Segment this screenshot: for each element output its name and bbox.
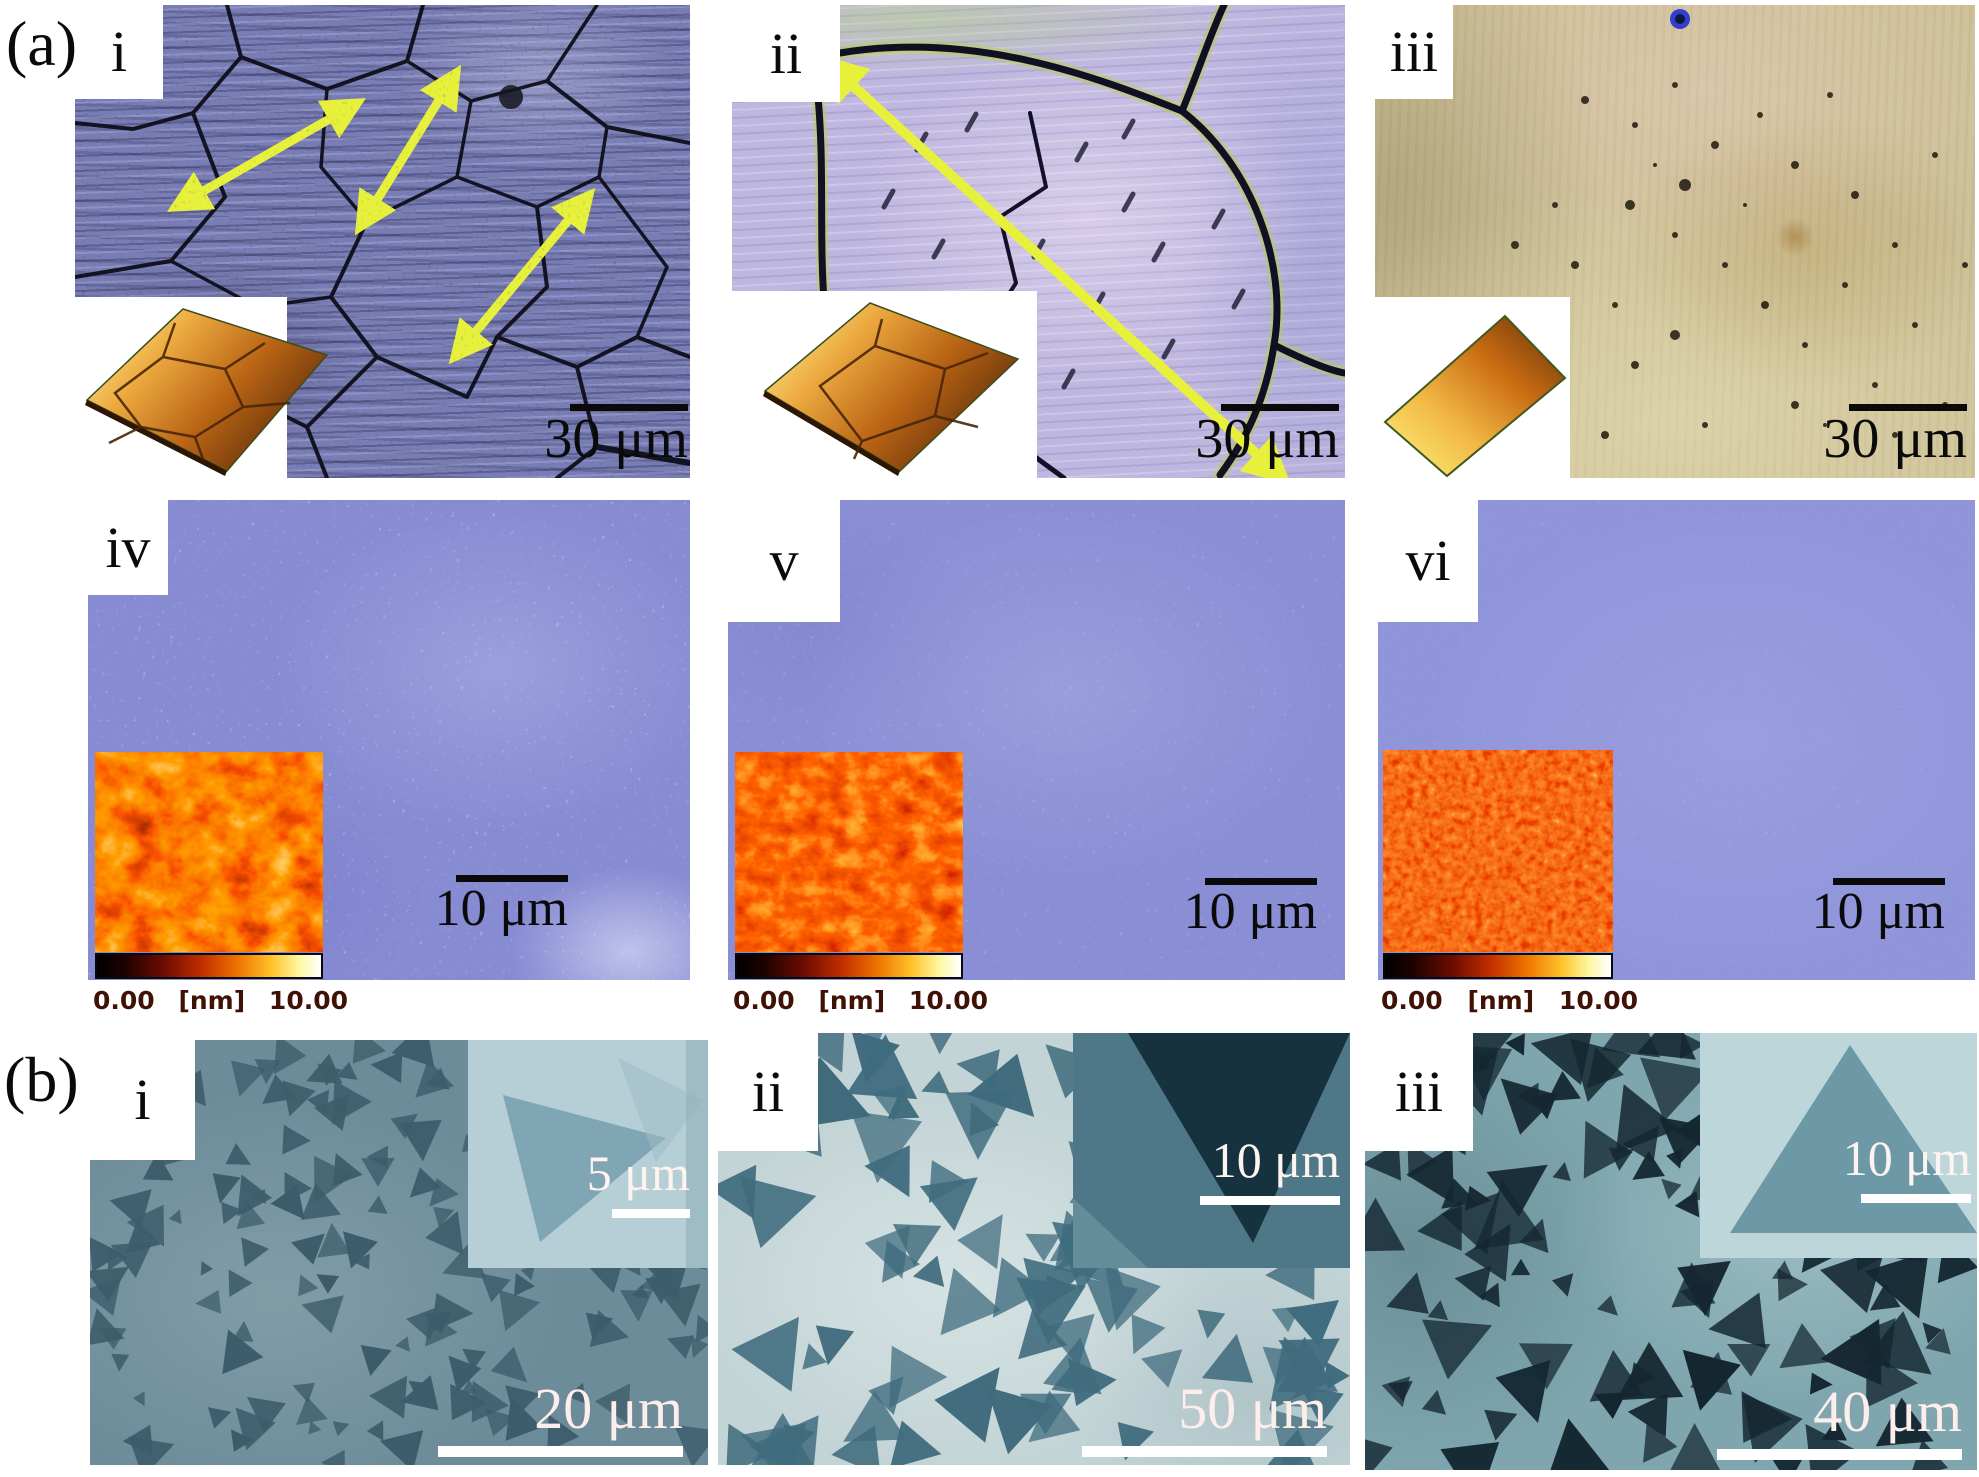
- grain-size-arrow: [818, 54, 1292, 478]
- afm-3d-inset: [1383, 314, 1567, 478]
- colorbar-min-label: 0.00: [93, 986, 155, 1015]
- scale-bar-line: [1717, 1449, 1962, 1460]
- scale-bar: 30 μm: [1195, 403, 1339, 470]
- panel-a-v: 10 μm v 0.00 [nm] 10.00: [728, 500, 1345, 1045]
- subpanel-label: iv: [105, 514, 151, 580]
- subpanel-label: ii: [751, 1059, 785, 1124]
- label-box: iii: [1365, 1033, 1473, 1151]
- afm-colorbar-labels: 0.00 [nm] 10.00: [93, 986, 348, 1015]
- scale-bar-label: 50 μm: [1178, 1375, 1327, 1441]
- scale-bar-line: [1205, 877, 1317, 885]
- sem-zoom-inset: 5 μm: [468, 1040, 708, 1268]
- panel-a-i: 30 μm i: [75, 5, 690, 478]
- scale-bar-label: 10 μm: [434, 879, 568, 937]
- subpanel-label: iii: [1394, 1059, 1444, 1124]
- colorbar-max-label: 10.00: [268, 986, 348, 1015]
- scale-bar-label: 10 μm: [1842, 1130, 1971, 1186]
- panel-a-vi: 10 μm vi 0.00 [nm] 10.00: [1378, 500, 1975, 1045]
- scale-bar: 40 μm: [1717, 1382, 1962, 1460]
- inset-scale-bar: 10 μm: [1200, 1135, 1340, 1205]
- colorbar-min-label: 0.00: [733, 986, 795, 1015]
- scale-bar-label: 40 μm: [1813, 1378, 1962, 1444]
- scale-bar: 10 μm: [1811, 877, 1945, 940]
- scale-bar-label: 5 μm: [586, 1145, 690, 1201]
- afm-colorbar: [95, 953, 323, 979]
- scale-bar: 10 μm: [434, 874, 568, 937]
- colorbar-unit-label: [nm]: [818, 986, 886, 1015]
- colorbar-unit-label: [nm]: [178, 986, 246, 1015]
- inset-triangle: [1073, 1033, 1350, 1268]
- afm-3d-inset: [763, 302, 1020, 476]
- scale-bar-label: 30 μm: [544, 407, 688, 470]
- subpanel-label: iii: [1389, 19, 1439, 84]
- subpanel-label: v: [769, 528, 799, 593]
- scale-bar-label: 30 μm: [1823, 407, 1967, 470]
- scale-bar: 50 μm: [1082, 1379, 1327, 1457]
- label-box: v: [728, 500, 840, 622]
- panel-a-iii: 30 μm iii: [1375, 5, 1975, 478]
- subpanel-label: ii: [769, 20, 803, 86]
- scale-bar-label: 20 μm: [534, 1375, 683, 1441]
- scale-bar-line: [1861, 1194, 1971, 1203]
- subpanel-label: i: [110, 19, 128, 84]
- scale-bar-line: [456, 874, 568, 882]
- afm-roughness-inset: [735, 752, 963, 952]
- label-box: vi: [1378, 500, 1478, 622]
- scale-bar-label: 10 μm: [1211, 1132, 1340, 1188]
- optical-micrograph-a-i: 30 μm: [75, 5, 690, 478]
- inset-triangle: [503, 1040, 708, 1268]
- subpanel-label: vi: [1405, 528, 1451, 593]
- panel-b-ii: 50 μm 10 μm ii: [718, 1033, 1350, 1465]
- inset-triangle: [1730, 1045, 1977, 1233]
- colorbar-max-label: 10.00: [908, 986, 988, 1015]
- scale-bar-label: 10 μm: [1811, 882, 1945, 940]
- scale-bar: 10 μm: [1183, 877, 1317, 940]
- label-box: iv: [88, 500, 168, 595]
- panel-a-iv: 10 μm iv 0.00 [nm] 10.00: [88, 500, 690, 1045]
- colorbar-max-label: 10.00: [1558, 986, 1638, 1015]
- inset-scale-bar: 5 μm: [587, 1148, 690, 1218]
- scale-bar: 30 μm: [1823, 403, 1967, 470]
- afm-colorbar-labels: 0.00 [nm] 10.00: [733, 986, 988, 1015]
- scale-bar-line: [1200, 1196, 1340, 1205]
- label-box: i: [90, 1040, 195, 1160]
- scale-bar-line: [1849, 403, 1967, 411]
- afm-colorbar: [1383, 953, 1613, 979]
- panel-b-i: 20 μm 5 μm i: [90, 1040, 708, 1465]
- label-box: i: [75, 5, 163, 99]
- afm-colorbar-labels: 0.00 [nm] 10.00: [1381, 986, 1638, 1015]
- scale-bar-label: 10 μm: [1183, 882, 1317, 940]
- afm-colorbar: [735, 953, 963, 979]
- panel-a-label: (a): [6, 8, 78, 79]
- afm-roughness-inset: [95, 752, 323, 952]
- panel-b-iii: 40 μm 10 μm iii: [1365, 1033, 1977, 1470]
- sem-zoom-inset: 10 μm: [1073, 1033, 1350, 1268]
- colorbar-min-label: 0.00: [1381, 986, 1443, 1015]
- scale-bar-line: [570, 403, 688, 411]
- scale-bar-label: 30 μm: [1195, 407, 1339, 470]
- pinhole-dots-overlay: [1473, 9, 1968, 439]
- colorbar-unit-label: [nm]: [1467, 986, 1535, 1015]
- scale-bar-line: [612, 1209, 690, 1218]
- inset-scale-bar: 10 μm: [1843, 1133, 1971, 1203]
- sem-zoom-inset: 10 μm: [1700, 1033, 1977, 1258]
- label-box: ii: [732, 5, 840, 102]
- scale-bar-line: [1082, 1446, 1327, 1457]
- label-box: ii: [718, 1033, 818, 1151]
- panel-b-label: (b): [4, 1044, 79, 1115]
- scale-bar: 20 μm: [438, 1379, 683, 1457]
- afm-roughness-inset: [1383, 750, 1613, 952]
- subpanel-label: i: [134, 1067, 151, 1132]
- afm-3d-inset: [85, 308, 329, 476]
- label-box: iii: [1375, 5, 1453, 99]
- scale-bar: 30 μm: [544, 403, 688, 470]
- panel-a-ii: 30 μm ii: [732, 5, 1345, 478]
- scale-bar-line: [438, 1446, 683, 1457]
- scale-bar-line: [1833, 877, 1945, 885]
